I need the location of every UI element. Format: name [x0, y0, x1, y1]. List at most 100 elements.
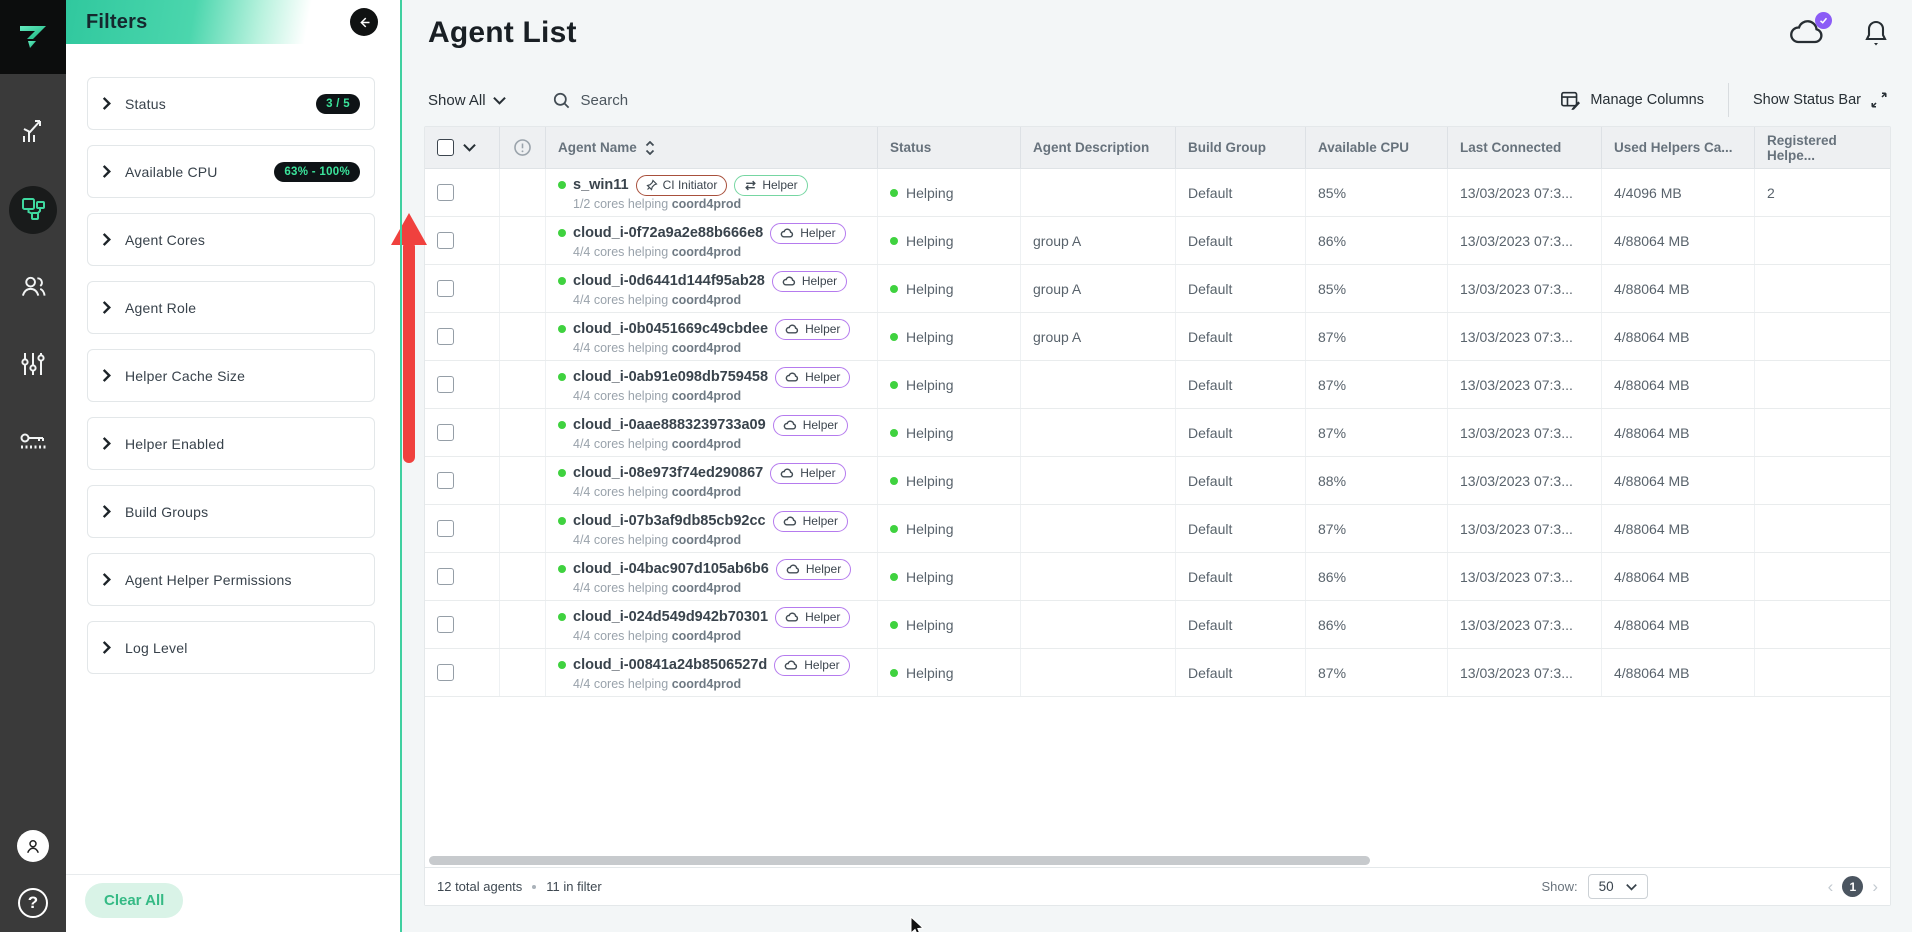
filter-card-agent-cores[interactable]: Agent Cores: [87, 213, 375, 266]
select-all-checkbox[interactable]: [437, 139, 454, 156]
cell-description: [1021, 457, 1176, 504]
cell-select: [425, 265, 500, 312]
agent-name: cloud_i-04bac907d105ab6b6: [573, 561, 769, 577]
show-all-dropdown[interactable]: Show All: [428, 92, 506, 109]
clear-all-button[interactable]: Clear All: [85, 883, 183, 918]
table-row[interactable]: cloud_i-0b0451669c49cbdeeHelper4/4 cores…: [425, 313, 1890, 361]
table-row[interactable]: s_win11CI InitiatorHelper1/2 cores helpi…: [425, 169, 1890, 217]
row-checkbox[interactable]: [437, 232, 454, 249]
status-text: Helping: [906, 233, 953, 249]
cloud-icon: [785, 612, 800, 623]
cell-registered: [1755, 361, 1892, 408]
table-row[interactable]: cloud_i-08e973f74ed290867Helper4/4 cores…: [425, 457, 1890, 505]
cell-build_group: Default: [1176, 409, 1306, 456]
manage-columns-button[interactable]: Manage Columns: [1560, 91, 1704, 110]
row-checkbox[interactable]: [437, 616, 454, 633]
filter-card-build-groups[interactable]: Build Groups: [87, 485, 375, 538]
cell-value: 86%: [1318, 569, 1346, 585]
filter-card-log-level[interactable]: Log Level: [87, 621, 375, 674]
coordinator-name: coord4prod: [672, 389, 741, 403]
cell-last_connected: 13/03/2023 07:3...: [1448, 553, 1602, 600]
table-row[interactable]: cloud_i-0ab91e098db759458Helper4/4 cores…: [425, 361, 1890, 409]
nav-agents-button[interactable]: [9, 186, 57, 234]
current-page-button[interactable]: 1: [1842, 876, 1863, 897]
filter-card-status[interactable]: Status3 / 5: [87, 77, 375, 130]
filter-card-helper-cache-size[interactable]: Helper Cache Size: [87, 349, 375, 402]
row-checkbox[interactable]: [437, 568, 454, 585]
badge-label: Helper: [805, 610, 840, 624]
cell-value: 86%: [1318, 617, 1346, 633]
table-row[interactable]: cloud_i-00841a24b8506527dHelper4/4 cores…: [425, 649, 1890, 697]
cell-last_connected: 13/03/2023 07:3...: [1448, 601, 1602, 648]
horizontal-scrollbar[interactable]: [429, 856, 1370, 865]
row-checkbox[interactable]: [437, 424, 454, 441]
pagination: ‹ 1 ›: [1828, 876, 1878, 897]
settings-sliders-icon: [21, 351, 45, 382]
chevron-right-icon: [102, 97, 111, 110]
filters-footer-divider: [66, 874, 400, 875]
cloud-status-button[interactable]: [1788, 18, 1828, 53]
cell-status: Helping: [878, 505, 1021, 552]
sort-icon[interactable]: [645, 141, 655, 155]
row-checkbox[interactable]: [437, 184, 454, 201]
column-header-status[interactable]: Status: [878, 127, 1021, 168]
nav-settings-sliders-button[interactable]: [9, 342, 57, 390]
row-checkbox[interactable]: [437, 664, 454, 681]
select-menu-chevron-icon[interactable]: [463, 143, 476, 152]
user-avatar[interactable]: [17, 830, 49, 862]
column-header-registered[interactable]: Registered Helpe...: [1755, 127, 1892, 168]
row-checkbox[interactable]: [437, 328, 454, 345]
page-size-select[interactable]: 50: [1588, 874, 1648, 899]
row-checkbox[interactable]: [437, 472, 454, 489]
filter-card-agent-role[interactable]: Agent Role: [87, 281, 375, 334]
filter-card-agent-helper-permissions[interactable]: Agent Helper Permissions: [87, 553, 375, 606]
show-label: Show:: [1541, 879, 1577, 894]
app-logo[interactable]: [0, 0, 66, 74]
row-checkbox[interactable]: [437, 280, 454, 297]
cloud-icon: [785, 324, 800, 335]
column-header-last_connected[interactable]: Last Connected: [1448, 127, 1602, 168]
status-text: Helping: [906, 185, 953, 201]
table-row[interactable]: cloud_i-0f72a9a2e88b666e8Helper4/4 cores…: [425, 217, 1890, 265]
next-page-button[interactable]: ›: [1872, 878, 1878, 895]
alert-circle-icon: [513, 138, 532, 157]
filter-card-available-cpu[interactable]: Available CPU63% - 100%: [87, 145, 375, 198]
help-button[interactable]: ?: [18, 888, 48, 918]
collapse-filters-button[interactable]: [350, 8, 378, 36]
cell-used_helpers: 4/88064 MB: [1602, 409, 1755, 456]
filter-card-helper-enabled[interactable]: Helper Enabled: [87, 417, 375, 470]
cell-used_helpers: 4/88064 MB: [1602, 313, 1755, 360]
column-header-description[interactable]: Agent Description: [1021, 127, 1176, 168]
table-row[interactable]: cloud_i-024d549d942b70301Helper4/4 cores…: [425, 601, 1890, 649]
row-checkbox[interactable]: [437, 520, 454, 537]
table-row[interactable]: cloud_i-07b3af9db85cb92ccHelper4/4 cores…: [425, 505, 1890, 553]
table-row[interactable]: cloud_i-0aae8883239733a09Helper4/4 cores…: [425, 409, 1890, 457]
column-header-used_helpers[interactable]: Used Helpers Ca...: [1602, 127, 1755, 168]
notifications-button[interactable]: [1864, 19, 1888, 52]
cloud-check-badge: [1815, 12, 1832, 29]
nav-license-key-button[interactable]: [9, 420, 57, 468]
cell-select: [425, 217, 500, 264]
column-header-build_group[interactable]: Build Group: [1176, 127, 1306, 168]
column-header-cpu[interactable]: Available CPU: [1306, 127, 1448, 168]
toolbar-divider: [1728, 83, 1729, 117]
search-input[interactable]: Search: [552, 91, 629, 110]
table-row[interactable]: cloud_i-04bac907d105ab6b6Helper4/4 cores…: [425, 553, 1890, 601]
prev-page-button[interactable]: ‹: [1828, 878, 1834, 895]
column-header-name[interactable]: Agent Name: [546, 127, 878, 168]
table-row[interactable]: cloud_i-0d6441d144f95ab28Helper4/4 cores…: [425, 265, 1890, 313]
filter-value-badge: 63% - 100%: [274, 162, 360, 182]
agent-subtitle: 4/4 cores helping coord4prod: [558, 629, 741, 643]
show-status-bar-button[interactable]: Show Status Bar: [1753, 91, 1888, 109]
cell-used_helpers: 4/88064 MB: [1602, 265, 1755, 312]
nav-analytics-button[interactable]: [9, 108, 57, 156]
column-header-select: [425, 127, 500, 168]
license-key-icon: [19, 431, 47, 458]
status-text: Helping: [906, 329, 953, 345]
cell-cpu: 87%: [1306, 505, 1448, 552]
cell-registered: [1755, 505, 1892, 552]
row-checkbox[interactable]: [437, 376, 454, 393]
nav-users-button[interactable]: [9, 264, 57, 312]
cell-value: Default: [1188, 569, 1232, 585]
cell-description: [1021, 553, 1176, 600]
